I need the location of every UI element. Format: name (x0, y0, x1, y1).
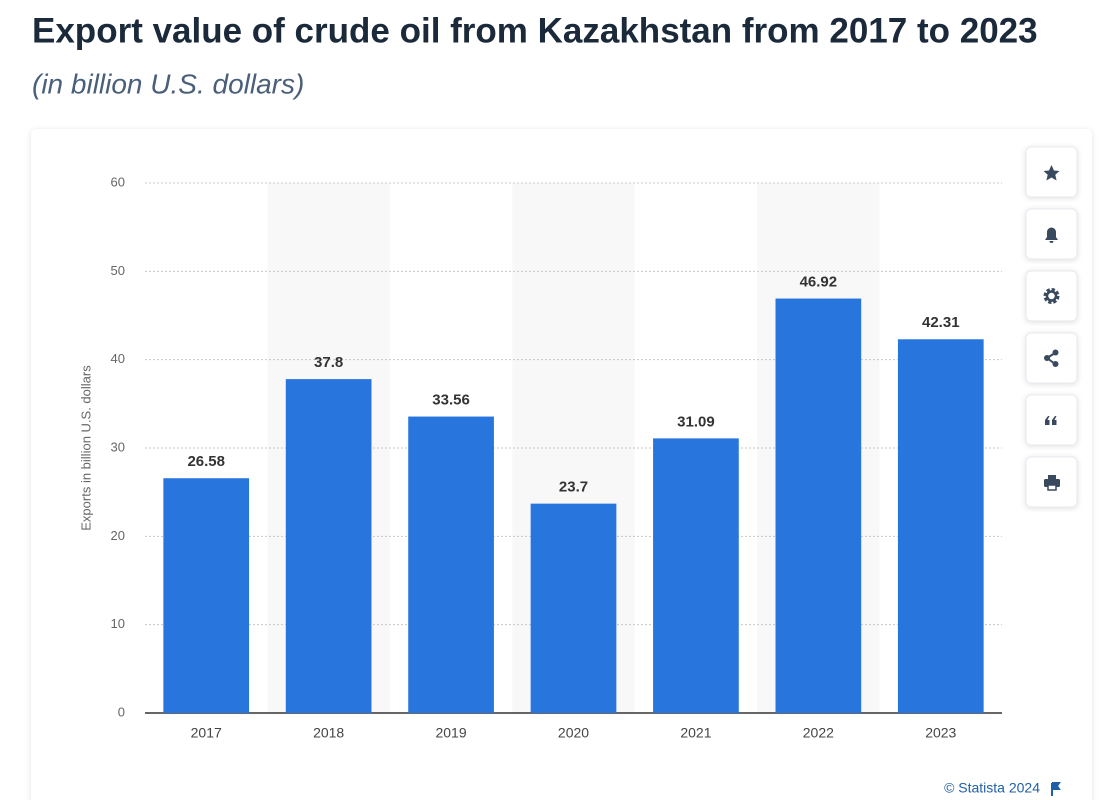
x-tick-label: 2022 (803, 725, 834, 741)
bar (408, 416, 494, 713)
settings-button[interactable] (1025, 270, 1078, 322)
value-label: 33.56 (432, 392, 470, 409)
bar (775, 298, 862, 713)
y-tick-label: 60 (111, 174, 125, 189)
x-tick-label: 2018 (313, 725, 344, 741)
print-button[interactable] (1025, 456, 1078, 508)
toolbar (1025, 146, 1078, 508)
cite-button[interactable] (1025, 394, 1078, 446)
bar (163, 478, 250, 713)
y-tick-label: 50 (111, 263, 125, 278)
value-label: 46.92 (800, 274, 838, 291)
y-tick-label: 0 (118, 704, 125, 719)
plot: 0 10 20 30 40 50 60 2017 26.58 2018 37.8 2019 33.56 2… (111, 174, 1002, 741)
bar (530, 503, 617, 713)
y-tick-label: 40 (111, 351, 125, 366)
bar (653, 438, 739, 713)
chart-title: Export value of crude oil from Kazakhsta… (32, 11, 1038, 50)
x-tick-label: 2019 (435, 725, 466, 741)
x-tick-label: 2021 (680, 725, 711, 741)
flag-icon[interactable] (1051, 782, 1061, 796)
value-label: 31.09 (677, 413, 715, 430)
y-tick-label: 20 (111, 528, 125, 543)
chart-subtitle: (in billion U.S. dollars) (32, 68, 304, 99)
y-axis-label: Exports in billion U.S. dollars (78, 365, 93, 531)
y-tick-label: 10 (111, 616, 125, 631)
bar (285, 379, 372, 713)
value-label: 26.58 (187, 453, 225, 470)
credit[interactable]: © Statista 2024 (944, 780, 1040, 796)
value-label: 37.8 (314, 354, 343, 371)
x-tick-label: 2020 (558, 725, 589, 741)
x-tick-label: 2023 (925, 725, 956, 741)
value-label: 23.7 (559, 479, 588, 496)
alert-button[interactable] (1025, 208, 1078, 260)
bar (897, 339, 984, 713)
x-tick-label: 2017 (191, 725, 222, 741)
share-button[interactable] (1025, 332, 1078, 384)
favorite-button[interactable] (1025, 146, 1078, 198)
value-label: 42.31 (922, 314, 960, 331)
y-tick-label: 30 (111, 439, 125, 454)
